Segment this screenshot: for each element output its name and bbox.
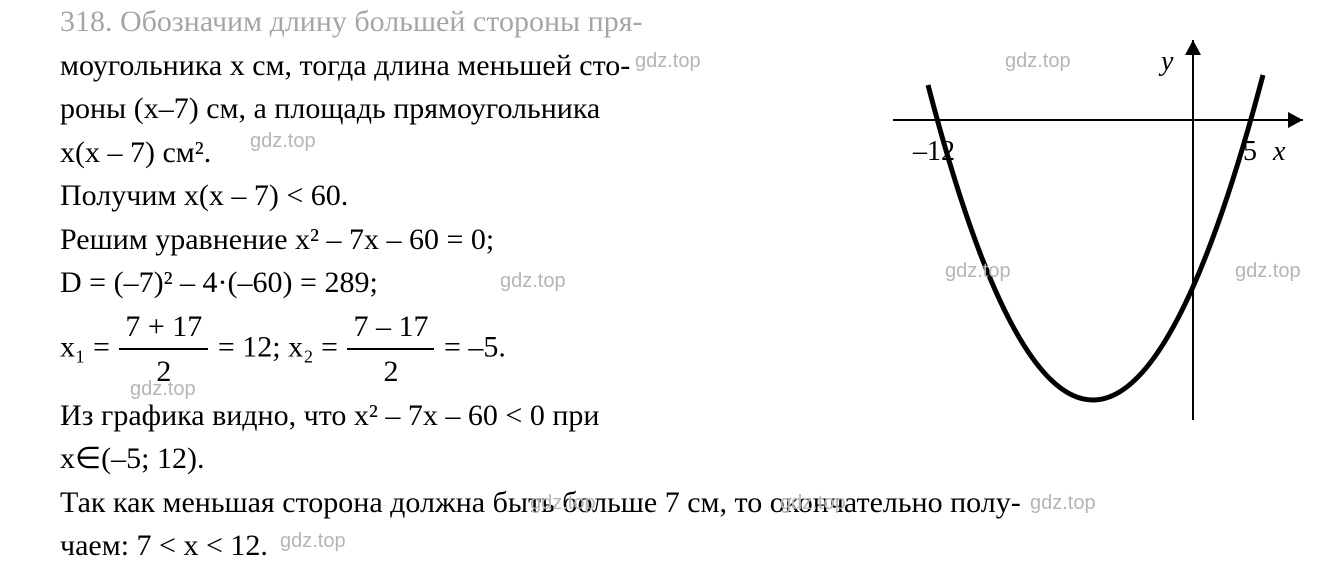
line-8: x₁ = 7 + 17 2 = 12; x₂ = 7 – 17 2 = –5. bbox=[60, 305, 910, 394]
frac2-den: 2 bbox=[347, 350, 434, 394]
line-2: моугольника x см, тогда длина меньшей ст… bbox=[60, 44, 910, 88]
frac1-den: 2 bbox=[119, 350, 208, 394]
fraction-2: 7 – 17 2 bbox=[345, 305, 436, 394]
parabola-chart: y x –12 5 bbox=[893, 20, 1313, 420]
line-6: Решим уравнение x² – 7x – 60 = 0; bbox=[60, 218, 910, 262]
solution-text: 318. Обозначим длину большей стороны пря… bbox=[60, 0, 910, 481]
y-axis-label: y bbox=[1158, 46, 1174, 77]
line-5: Получим x(x – 7) < 60. bbox=[60, 174, 910, 218]
line-7: D = (–7)² – 4·(–60) = 289; bbox=[60, 261, 910, 305]
x1-suffix: = –5. bbox=[444, 330, 506, 363]
frac1-num: 7 + 17 bbox=[119, 305, 208, 351]
x1-mid: = 12; x₂ = bbox=[218, 330, 346, 363]
line-11: Так как меньшая сторона должна быть боль… bbox=[60, 481, 1320, 525]
chart-svg: y x –12 5 bbox=[893, 20, 1313, 420]
x-label-right: 5 bbox=[1243, 136, 1257, 167]
line-12: чаем: 7 < x < 12. bbox=[60, 524, 1320, 568]
line-10: x∈(–5; 12). bbox=[60, 437, 910, 481]
x-axis-label: x bbox=[1272, 136, 1286, 167]
frac2-num: 7 – 17 bbox=[347, 305, 434, 351]
line-9: Из графика видно, что x² – 7x – 60 < 0 п… bbox=[60, 394, 910, 438]
x-label-left: –12 bbox=[912, 136, 955, 167]
x-axis-arrow bbox=[1288, 112, 1303, 128]
line-3: роны (x–7) см, а площадь прямоугольника bbox=[60, 87, 910, 131]
line-1: 318. Обозначим длину большей стороны пря… bbox=[60, 0, 910, 44]
x1-prefix: x₁ = bbox=[60, 330, 117, 363]
fraction-1: 7 + 17 2 bbox=[117, 305, 210, 394]
page-root: 318. Обозначим длину большей стороны пря… bbox=[0, 0, 1343, 570]
parabola-curve bbox=[928, 75, 1263, 400]
line-4: x(x – 7) см². bbox=[60, 131, 910, 175]
y-axis-arrow bbox=[1185, 40, 1201, 55]
